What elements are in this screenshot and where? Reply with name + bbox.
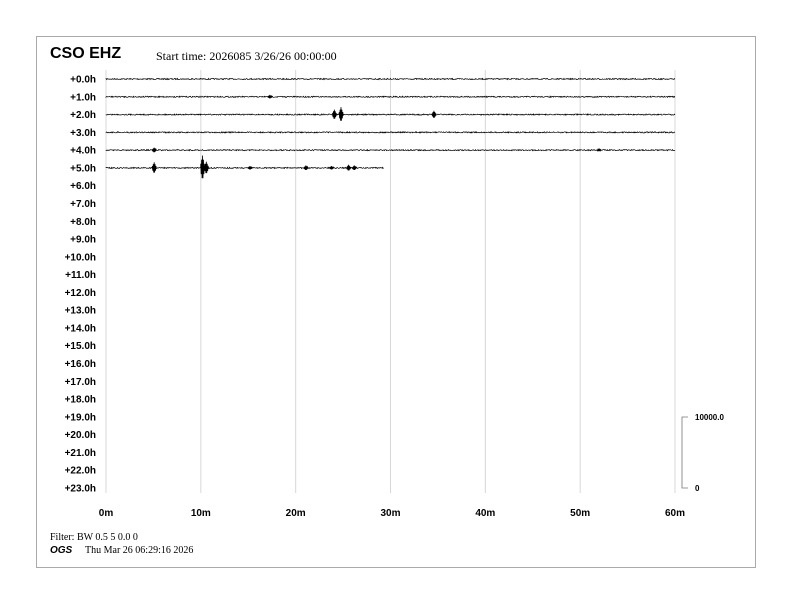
x-tick-label: 40m (475, 508, 495, 519)
seismic-event (247, 165, 253, 170)
amplitude-scale-bar (681, 416, 688, 489)
trace-row-5 (105, 166, 384, 170)
scale-bottom-label: 0 (695, 484, 700, 493)
row-label: +20.0h (65, 430, 96, 441)
seismic-event (596, 147, 602, 152)
seismic-event (346, 164, 352, 171)
station-title: CSO EHZ (50, 45, 122, 62)
trace-row-1 (105, 95, 676, 99)
row-label: +23.0h (65, 484, 96, 495)
row-label: +22.0h (65, 466, 96, 477)
row-label: +12.0h (65, 288, 96, 299)
row-label: +15.0h (65, 341, 96, 352)
x-tick-label: 50m (570, 508, 590, 519)
start-time: Start time: 2026085 3/26/26 00:00:00 (156, 49, 337, 63)
seismic-event (329, 165, 335, 170)
trace-row-0 (105, 77, 676, 81)
generated-timestamp: Thu Mar 26 06:29:16 2026 (85, 545, 194, 556)
x-tick-label: 0m (99, 508, 114, 519)
seismic-event (332, 109, 337, 119)
plot-frame (36, 36, 756, 568)
row-label: +9.0h (70, 235, 96, 246)
row-label: +18.0h (65, 395, 96, 406)
row-label: +3.0h (70, 128, 96, 139)
row-label: +6.0h (70, 181, 96, 192)
row-label: +5.0h (70, 163, 96, 174)
row-label: +8.0h (70, 217, 96, 228)
row-label: +21.0h (65, 448, 96, 459)
seismic-event (151, 147, 157, 153)
seismic-event (352, 165, 357, 171)
row-label: +2.0h (70, 110, 96, 121)
row-label: +4.0h (70, 146, 96, 157)
x-tick-label: 20m (286, 508, 306, 519)
row-label: +19.0h (65, 412, 96, 423)
x-tick-label: 60m (665, 508, 685, 519)
trace-row-2 (105, 113, 676, 117)
x-tick-label: 10m (191, 508, 211, 519)
x-tick-label: 30m (380, 508, 400, 519)
seismic-event (431, 110, 437, 118)
org-label: OGS (50, 545, 73, 556)
row-label: +13.0h (65, 306, 96, 317)
row-label: +16.0h (65, 359, 96, 370)
seismic-event (151, 162, 157, 173)
seismic-event (200, 155, 206, 179)
footer: OGS Thu Mar 26 06:29:16 2026 (50, 545, 193, 556)
scale-top-label: 10000.0 (695, 413, 724, 422)
seismic-event (303, 165, 309, 171)
row-label: +11.0h (65, 270, 96, 281)
filter-label: Filter: BW 0.5 5 0.0 0 (50, 532, 138, 543)
seismic-event (267, 94, 273, 99)
row-label: +0.0h (70, 75, 96, 86)
row-label: +1.0h (70, 92, 96, 103)
trace-row-3 (105, 130, 676, 134)
row-label: +17.0h (65, 377, 96, 388)
seismic-event (338, 107, 344, 121)
row-label: +14.0h (65, 323, 96, 334)
row-label: +7.0h (70, 199, 96, 210)
row-label: +10.0h (65, 252, 96, 263)
trace-row-4 (105, 148, 676, 152)
seismic-event (204, 161, 209, 174)
